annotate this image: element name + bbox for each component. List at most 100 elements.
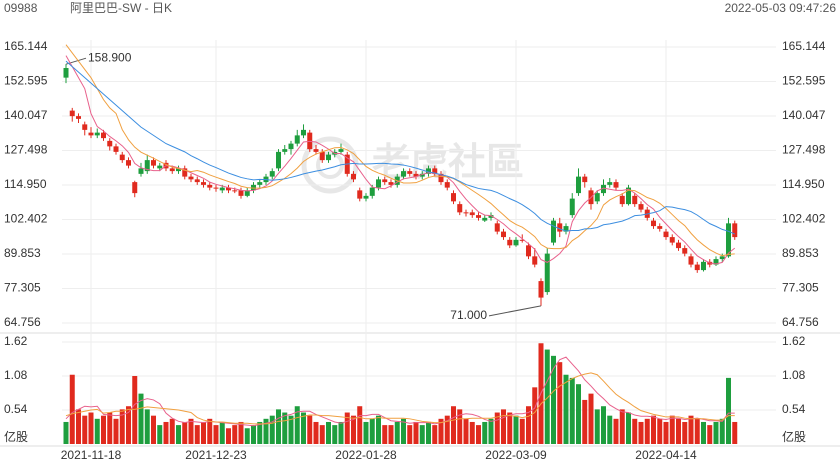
- candle-body: [719, 256, 725, 260]
- volume-bar: [557, 362, 563, 444]
- candle-body: [357, 190, 363, 199]
- volume-bar: [419, 425, 425, 444]
- candle-body: [482, 217, 488, 221]
- annotation-leader: [65, 57, 87, 65]
- candle-body: [288, 143, 294, 150]
- volume-bar: [488, 418, 494, 444]
- candle-body: [294, 135, 300, 144]
- y-tick-label-right: 102.402: [782, 212, 826, 226]
- candle-body: [519, 239, 525, 241]
- volume-bar: [363, 421, 369, 444]
- candle-body: [463, 212, 469, 214]
- volume-bar: [332, 425, 338, 444]
- candle-body: [732, 223, 738, 238]
- volume-bar: [201, 421, 206, 444]
- candle-body: [432, 168, 438, 174]
- volume-bar: [94, 418, 100, 444]
- volume-bar: [119, 409, 125, 444]
- volume-bar: [694, 418, 700, 444]
- volume-bar: [532, 387, 538, 444]
- x-tick-label: 2021-11-18: [61, 448, 122, 462]
- volume-bar: [438, 418, 444, 444]
- volume-bar: [726, 377, 731, 444]
- candle-body: [476, 215, 481, 218]
- volume-bar: [132, 376, 138, 444]
- candle-body: [176, 168, 181, 172]
- candle-body: [544, 253, 550, 293]
- volume-bar: [669, 415, 675, 444]
- candle-body: [582, 176, 588, 183]
- candle-body: [457, 204, 463, 213]
- candle-body: [269, 171, 275, 177]
- candle-body: [688, 256, 694, 265]
- volume-bar: [169, 418, 175, 444]
- candle-body: [319, 151, 325, 161]
- candle-body: [663, 231, 669, 238]
- volume-bar: [313, 421, 319, 444]
- candle-body: [369, 187, 375, 196]
- candle-body: [219, 187, 225, 191]
- volume-bar: [594, 409, 600, 444]
- volume-bar: [232, 425, 238, 444]
- y-tick-label-left: 152.595: [4, 74, 48, 88]
- candle-body: [144, 160, 150, 172]
- y-tick-label-left: 89.853: [4, 246, 41, 260]
- candle-body: [126, 160, 131, 166]
- y-tick-label-left: 114.950: [4, 177, 47, 191]
- candle-body: [382, 179, 388, 183]
- volume-bar: [513, 415, 519, 444]
- volume-bar: [401, 418, 406, 444]
- volume-bar: [651, 415, 656, 444]
- candle-body: [213, 187, 219, 189]
- candle-body: [638, 204, 644, 210]
- candle-body: [694, 264, 700, 271]
- candle-body: [444, 182, 450, 188]
- volume-bar: [63, 421, 69, 444]
- candle-body: [257, 182, 263, 185]
- volume-bar: [688, 415, 694, 444]
- candle-body: [651, 220, 656, 227]
- volume-bar: [719, 418, 725, 444]
- candle-body: [557, 223, 563, 232]
- volume-bar: [432, 425, 438, 444]
- volume-bar: [207, 418, 213, 444]
- candle-body: [469, 212, 475, 216]
- volume-bar: [451, 406, 456, 444]
- candle-body: [501, 231, 506, 238]
- candle-body: [576, 176, 581, 194]
- y-tick-label-left: 1.08: [4, 368, 28, 382]
- volume-bar: [444, 415, 450, 444]
- stock-code: 09988: [4, 1, 38, 15]
- candle-body: [138, 168, 144, 174]
- x-tick-label: 2022-04-14: [635, 448, 697, 462]
- volume-bar: [388, 425, 394, 444]
- candle-body: [238, 190, 244, 196]
- annotation-leader: [488, 305, 542, 317]
- volume-bar: [182, 421, 188, 444]
- candle-body: [326, 154, 331, 161]
- y-tick-label-right: 64.756: [782, 315, 819, 329]
- candle-body: [232, 190, 238, 192]
- candle-body: [438, 173, 444, 183]
- volume-bar: [151, 415, 156, 444]
- volume-bar: [238, 421, 244, 444]
- ma-line: [65, 55, 736, 265]
- candle-body: [513, 239, 519, 246]
- volume-bar: [244, 428, 250, 444]
- volume-bar: [426, 421, 431, 444]
- volume-bar: [613, 418, 619, 444]
- candle-body: [701, 261, 706, 271]
- candle-body: [244, 190, 250, 196]
- volume-bar: [357, 406, 363, 444]
- volume-bar: [582, 399, 588, 444]
- candle-body: [276, 151, 281, 169]
- y-tick-label-left: 64.756: [4, 315, 41, 329]
- y-tick-label-left: 0.54: [4, 402, 28, 416]
- ma-line: [65, 44, 735, 257]
- volume-bar: [144, 409, 150, 444]
- annotation-label: 158.900: [88, 50, 132, 64]
- candle-body: [101, 132, 106, 139]
- y-tick-label-left: 140.047: [4, 108, 48, 122]
- y-tick-label-right: 89.853: [782, 246, 819, 260]
